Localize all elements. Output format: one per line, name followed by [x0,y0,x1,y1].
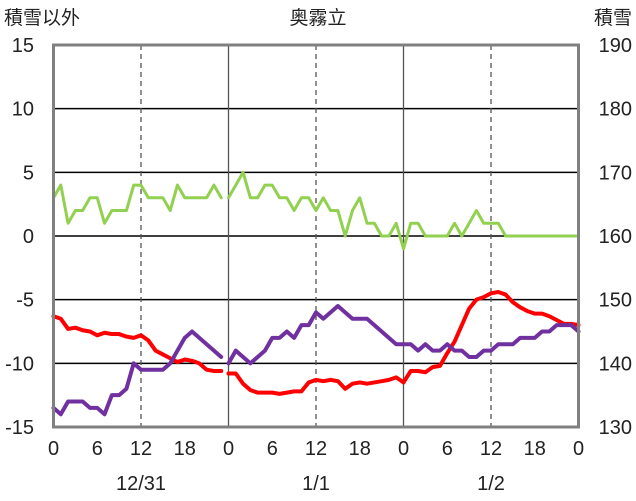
chart-title: 奥霧立 [289,7,346,29]
series-line [51,329,224,417]
y-left-tick-label: 10 [12,99,34,121]
grid [53,45,579,427]
y-right-tick-label: 170 [599,162,632,184]
y-left-tick-label: 0 [23,226,34,248]
x-tick-label: 6 [92,438,103,460]
left-axis-title: 積雪以外 [4,7,80,29]
y-right-tick-label: 180 [599,99,632,121]
series-line [227,170,580,251]
y-right-tick-label: 140 [599,353,632,375]
x-tick-label: 12 [130,438,152,460]
x-tick-label: 0 [573,438,584,460]
y-left-tick-label: -5 [16,290,34,312]
y-right-tick-label: 130 [599,417,632,439]
x-day-label: 1/2 [477,473,505,495]
series-group [51,170,581,417]
right-axis-ticks: 190 180 170 160 150 140 130 [599,35,632,439]
series-line [52,183,223,225]
x-tick-label: 12 [305,438,327,460]
x-tick-label: 6 [267,438,278,460]
x-tick-label: 0 [223,438,234,460]
series-line [226,304,581,366]
y-left-tick-label: -15 [5,417,34,439]
right-axis-title: 積雪 [594,7,632,29]
x-day-label: 1/1 [302,473,330,495]
x-tick-label: 18 [524,438,546,460]
x-tick-label: 12 [480,438,502,460]
x-tick-label: 0 [48,438,59,460]
left-axis-ticks: 15 10 5 0 -5 -10 -15 [5,35,34,439]
x-day-label: 12/31 [116,473,166,495]
x-axis-day-labels: 12/31 1/1 1/2 [116,473,505,495]
series-line [226,290,581,396]
x-tick-label: 6 [442,438,453,460]
x-axis-ticks: 0 6 12 18 0 6 12 18 0 6 12 18 0 [48,438,584,460]
y-left-tick-label: 15 [12,35,34,57]
plot-frame [52,43,580,429]
series-line [51,314,224,373]
x-tick-label: 18 [174,438,196,460]
y-right-tick-label: 190 [599,35,632,57]
x-tick-label: 0 [398,438,409,460]
y-right-tick-label: 160 [599,226,632,248]
y-left-tick-label: -10 [5,353,34,375]
y-right-tick-label: 150 [599,290,632,312]
y-left-tick-label: 5 [23,162,34,184]
x-tick-label: 18 [349,438,371,460]
